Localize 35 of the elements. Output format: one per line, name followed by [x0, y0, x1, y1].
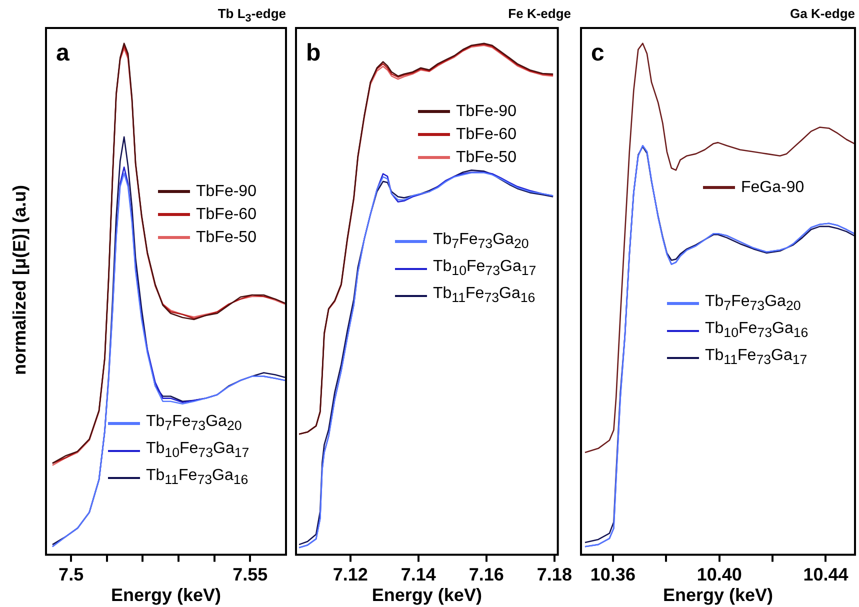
- x-tick-label: 7.12: [332, 564, 368, 585]
- x-tick-label: 7.14: [400, 564, 436, 585]
- legend-label: Tb$_{11}$Fe$_{73}$Ga$_{16}$: [433, 284, 536, 308]
- annotation: b: [306, 40, 321, 67]
- x-axis-title: Energy (keV): [110, 585, 222, 606]
- legend-label: Tb$_{7}$Fe$_{73}$Ga$_{20}$: [433, 230, 529, 254]
- legend-label: TbFe-50: [196, 228, 256, 248]
- annotation: a: [56, 40, 70, 67]
- x-tick-label: 7.5: [58, 564, 84, 585]
- legend-label: Tb$_{7}$Fe$_{73}$Ga$_{20}$: [146, 412, 242, 436]
- chart-title: Tb L$_{3}$-edge: [218, 6, 286, 25]
- legend-label: Tb$_{10}$Fe$_{73}$Ga$_{16}$: [705, 319, 808, 342]
- legend-label: FeGa-90: [741, 178, 804, 198]
- legend-label: Tb$_{7}$Fe$_{73}$Ga$_{20}$: [705, 292, 801, 316]
- x-tick-label: 7.55: [232, 564, 268, 585]
- x-axis-title: Energy (keV): [662, 585, 774, 606]
- legend-label: TbFe-60: [456, 125, 516, 145]
- legend-label: Tb$_{11}$Fe$_{73}$Ga$_{16}$: [146, 466, 248, 490]
- x-tick-label: 10.44: [803, 564, 848, 585]
- legend-label: TbFe-50: [456, 148, 516, 168]
- annotation: c: [591, 40, 604, 67]
- x-axis-title: Energy (keV): [372, 585, 482, 606]
- y-axis-title: normalized [μ(E)] (a.u): [10, 184, 30, 376]
- chart-title: Fe K-edge: [508, 6, 571, 21]
- x-tick-label: 7.16: [468, 564, 504, 585]
- x-tick-label: 7.18: [536, 564, 572, 585]
- legend-label: Tb$_{11}$Fe$_{73}$Ga$_{17}$: [705, 346, 808, 370]
- legend-label: Tb$_{10}$Fe$_{73}$Ga$_{17}$: [146, 439, 250, 462]
- legend-label: Tb$_{10}$Fe$_{73}$Ga$_{17}$: [433, 257, 536, 280]
- legend-label: TbFe-90: [196, 182, 256, 202]
- text: 10.40: [696, 564, 742, 585]
- legend-label: TbFe-60: [196, 205, 256, 225]
- legend-label: TbFe-90: [456, 102, 516, 122]
- x-tick-label: 10.36: [590, 564, 636, 585]
- chart-title: Ga K-edge: [790, 6, 855, 21]
